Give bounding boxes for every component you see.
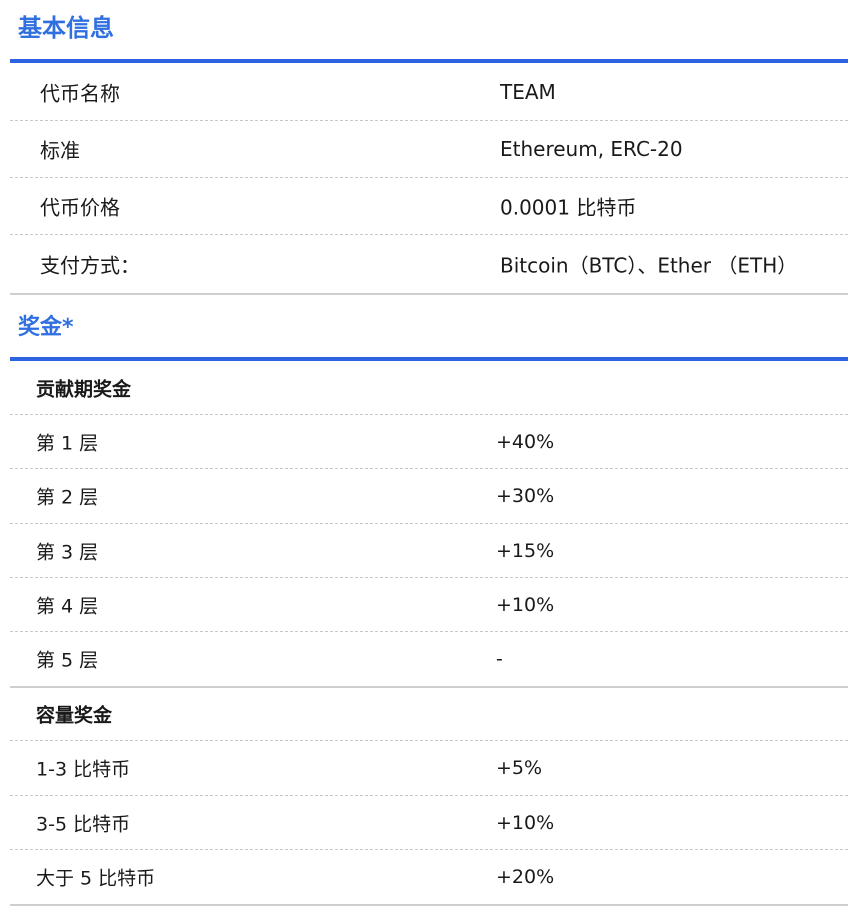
table-row: 第 5 层 - — [10, 632, 848, 686]
volume-bonus-header: 容量奖金 — [10, 688, 848, 741]
row-value: +20% — [496, 866, 555, 888]
row-label: 标准 — [40, 138, 80, 163]
row-label: 第 1 层 — [36, 432, 99, 454]
row-label: 第 4 层 — [36, 595, 99, 617]
basic-info-title: 基本信息 — [18, 14, 114, 42]
basic-info-row-token-price: 代币价格 0.0001 比特币 — [10, 178, 848, 235]
row-label: 第 5 层 — [36, 649, 99, 672]
row-value: +40% — [496, 430, 555, 453]
row-value: TEAM — [500, 79, 556, 104]
row-value: +30% — [496, 485, 555, 507]
table-row: 第 4 层 +10% — [10, 578, 848, 632]
row-label: 支付方式： — [40, 253, 140, 278]
row-label: 代币名称 — [40, 81, 120, 105]
table-row: 第 1 层 +40% — [10, 415, 848, 469]
group-header-label: 贡献期奖金 — [36, 378, 132, 400]
bonus-divider — [10, 357, 848, 361]
row-value: +15% — [496, 539, 555, 562]
contribution-bonus-header: 贡献期奖金 — [10, 361, 848, 415]
table-row: 3-5 比特币 +10% — [10, 796, 848, 850]
basic-info-row-payment: 支付方式： Bitcoin（BTC）、Ether （ETH） — [10, 235, 848, 293]
table-row: 大于 5 比特币 +20% — [10, 850, 848, 904]
contribution-end-divider — [10, 686, 848, 688]
basic-info-row-standard: 标准 Ethereum, ERC-20 — [10, 121, 848, 178]
volume-end-divider — [10, 904, 848, 906]
table-row: 1-3 比特币 +5% — [10, 741, 848, 796]
group-header-label: 容量奖金 — [36, 704, 113, 727]
row-label: 第 3 层 — [36, 541, 99, 563]
row-value: Bitcoin（BTC）、Ether （ETH） — [500, 253, 798, 278]
row-value: - — [496, 648, 503, 670]
row-label: 第 2 层 — [36, 486, 99, 509]
row-value: +10% — [496, 811, 555, 834]
row-value: +10% — [496, 593, 555, 616]
row-label: 1-3 比特币 — [36, 758, 131, 781]
basic-info-divider — [10, 59, 848, 63]
bonus-title: 奖金* — [18, 315, 74, 340]
basic-info-end-divider — [10, 293, 848, 295]
table-row: 第 3 层 +15% — [10, 524, 848, 578]
basic-info-row-token-name: 代币名称 TEAM — [10, 63, 848, 121]
row-label: 3-5 比特币 — [36, 813, 131, 835]
row-label: 代币价格 — [40, 195, 120, 220]
table-row: 第 2 层 +30% — [10, 469, 848, 524]
row-label: 大于 5 比特币 — [36, 867, 156, 890]
row-value: +5% — [496, 757, 543, 779]
row-value: 0.0001 比特币 — [500, 195, 637, 220]
row-value: Ethereum, ERC-20 — [500, 137, 683, 161]
